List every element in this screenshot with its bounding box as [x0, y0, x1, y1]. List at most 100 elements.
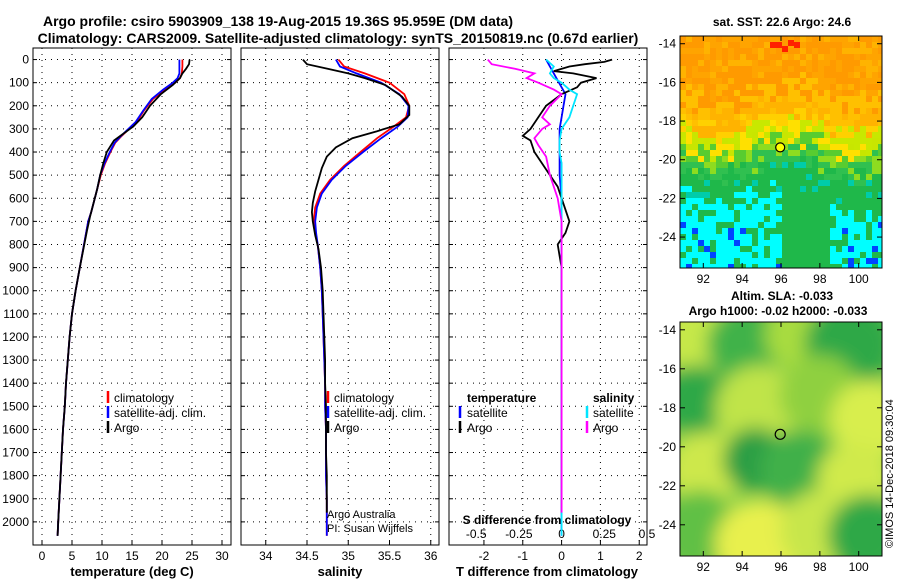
sst-cell [698, 114, 704, 120]
sst-cell [770, 132, 776, 138]
x-tick-label: 0 [39, 549, 46, 563]
sst-cell [776, 72, 782, 78]
sst-cell [782, 210, 788, 216]
sst-cell [734, 138, 740, 144]
sst-cell [740, 42, 746, 48]
sst-cell [686, 192, 692, 198]
sst-cell [872, 210, 878, 216]
sst-cell [776, 258, 782, 264]
sst-cell [830, 246, 836, 252]
sst-cell [794, 180, 800, 186]
sst-cell [734, 180, 740, 186]
sst-cell [680, 36, 686, 42]
sst-cell [824, 120, 830, 126]
sst-cell [812, 60, 818, 66]
sst-cell [806, 84, 812, 90]
sst-cell [692, 204, 698, 210]
sst-cell [722, 150, 728, 156]
sst-cell [770, 198, 776, 204]
sst-cell [728, 216, 734, 222]
sst-cell [710, 144, 716, 150]
sst-cell [734, 186, 740, 192]
sst-cell [680, 96, 686, 102]
sst-cell [758, 186, 764, 192]
sst-cell [854, 84, 860, 90]
sst-cell [812, 252, 818, 258]
lat-tick-label: -18 [659, 401, 677, 415]
sst-cell [758, 84, 764, 90]
sst-cell [800, 258, 806, 264]
sst-cell [686, 210, 692, 216]
sst-cell [872, 258, 878, 264]
x-tick-label: 20 [155, 549, 169, 563]
sst-cell [716, 42, 722, 48]
sst-cell [746, 156, 752, 162]
sst-cell [824, 78, 830, 84]
sst-cell [734, 60, 740, 66]
sst-cell [794, 54, 800, 60]
sst-cell [704, 114, 710, 120]
sst-cell [866, 264, 872, 268]
sst-cell [782, 174, 788, 180]
sst-cell [686, 132, 692, 138]
sst-cell [710, 54, 716, 60]
sst-cell [848, 108, 854, 114]
sst-cell [740, 108, 746, 114]
sst-cell-hot [788, 40, 794, 46]
sst-cell [824, 234, 830, 240]
sst-cell [800, 228, 806, 234]
sst-cell [710, 180, 716, 186]
sst-cell [794, 234, 800, 240]
sst-cell [872, 264, 878, 268]
legend-label-t-argo: Argo [467, 421, 493, 435]
sst-cell [830, 216, 836, 222]
sst-cell [836, 60, 842, 66]
sst-cell [770, 246, 776, 252]
sst-cell [794, 192, 800, 198]
sst-cell [794, 78, 800, 84]
sst-cell [812, 84, 818, 90]
sst-cell [710, 204, 716, 210]
sst-cell [788, 36, 794, 42]
sst-cell [788, 60, 794, 66]
sst-cell [770, 174, 776, 180]
sst-cell [698, 84, 704, 90]
sst-cell [872, 54, 878, 60]
sst-cell [854, 180, 860, 186]
sst-cell [728, 90, 734, 96]
depth-tick-label: 1700 [2, 446, 29, 460]
sst-cell [752, 48, 758, 54]
sst-cell [830, 264, 836, 268]
sst-cell [842, 234, 848, 240]
sst-cell [692, 156, 698, 162]
sst-cell [872, 228, 878, 234]
sst-cell [710, 60, 716, 66]
sst-cell [698, 258, 704, 264]
sst-cell [830, 156, 836, 162]
sst-cell [794, 222, 800, 228]
sst-cell [848, 228, 854, 234]
sst-cell [734, 222, 740, 228]
sst-cell [854, 216, 860, 222]
sst-cell [878, 90, 882, 96]
sst-cell [758, 252, 764, 258]
sst-cell [776, 204, 782, 210]
sst-cell [842, 252, 848, 258]
sst-cell [842, 240, 848, 246]
sst-cell [770, 150, 776, 156]
sst-cell [734, 84, 740, 90]
sst-cell [830, 222, 836, 228]
sst-cell [758, 132, 764, 138]
sst-cell [686, 36, 692, 42]
sst-cell [854, 132, 860, 138]
sst-cell [872, 60, 878, 66]
sst-cell [728, 96, 734, 102]
sst-cell [824, 204, 830, 210]
sst-cell [680, 66, 686, 72]
sst-cell [866, 144, 872, 150]
sst-cell [782, 186, 788, 192]
sst-cell [878, 258, 882, 264]
sst-cell [764, 84, 770, 90]
sst-cell [728, 66, 734, 72]
sst-cell [692, 222, 698, 228]
